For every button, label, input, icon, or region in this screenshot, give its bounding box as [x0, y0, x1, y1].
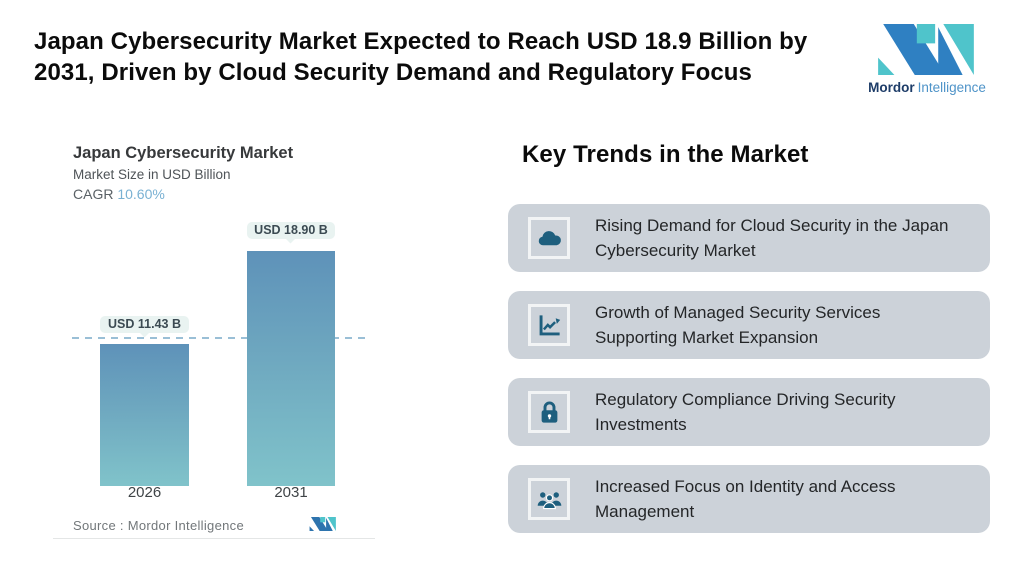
cagr-label: CAGR [73, 186, 114, 202]
value-label-2026: USD 11.43 B [100, 316, 189, 333]
brand-name: Mordor Intelligence [862, 80, 992, 95]
chart-bottom-rule [53, 538, 375, 539]
chart-source-row: Source : Mordor Intelligence [53, 516, 375, 536]
cagr-value: 10.60% [117, 186, 165, 202]
line-chart-icon [528, 304, 570, 346]
trend-card-regulatory-compliance: Regulatory Compliance Driving Security I… [508, 378, 990, 446]
bar-2031 [247, 251, 335, 486]
source-text: Source : Mordor Intelligence [73, 518, 244, 533]
trend-text: Growth of Managed Security Services Supp… [595, 303, 881, 347]
trend-card-managed-services: Growth of Managed Security Services Supp… [508, 291, 990, 359]
key-trends-panel: Key Trends in the Market Rising Demand f… [508, 141, 990, 533]
trends-heading: Key Trends in the Market [522, 141, 809, 168]
trend-text: Regulatory Compliance Driving Security I… [595, 390, 896, 434]
reference-dashed-line [72, 337, 366, 339]
brand-name-light: Intelligence [917, 80, 986, 95]
mordor-logo-icon [878, 24, 974, 75]
bar-2026 [100, 344, 189, 486]
cloud-icon [528, 217, 570, 259]
value-label-2031: USD 18.90 B [247, 222, 335, 239]
brand-name-bold: Mordor [868, 80, 915, 95]
trend-text: Increased Focus on Identity and Access M… [595, 477, 896, 521]
trend-cards: Rising Demand for Cloud Security in the … [508, 204, 990, 533]
lock-icon [528, 391, 570, 433]
market-size-chart: Japan Cybersecurity Market Market Size i… [53, 130, 375, 550]
trend-text: Rising Demand for Cloud Security in the … [595, 216, 949, 260]
brand-logo: Mordor Intelligence [862, 22, 992, 95]
trend-card-cloud-security: Rising Demand for Cloud Security in the … [508, 204, 990, 272]
axis-label-2031: 2031 [274, 484, 308, 501]
chart-cagr: CAGR 10.60% [73, 186, 165, 202]
chart-title: Japan Cybersecurity Market [73, 144, 294, 162]
trend-card-identity-access: Increased Focus on Identity and Access M… [508, 465, 990, 533]
chart-subtitle: Market Size in USD Billion [73, 167, 231, 182]
mordor-logo-mini-icon [309, 517, 336, 531]
people-icon [528, 478, 570, 520]
headline: Japan Cybersecurity Market Expected to R… [34, 28, 808, 86]
axis-label-2026: 2026 [127, 484, 162, 501]
